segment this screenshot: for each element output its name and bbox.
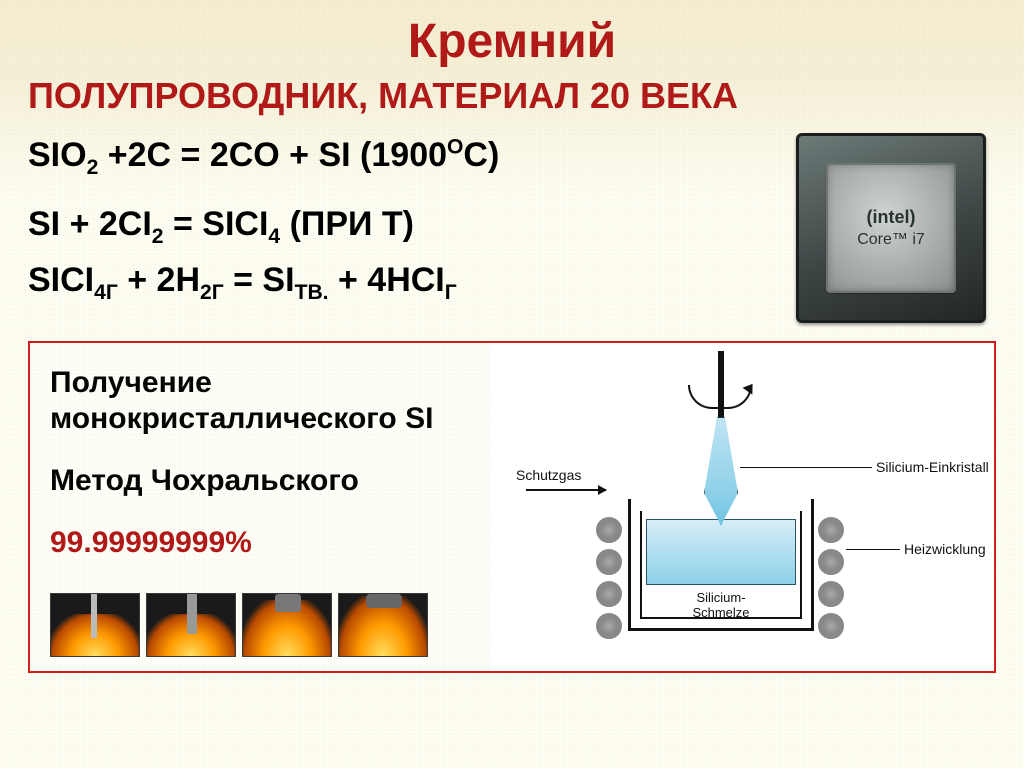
thumb-4 [338,593,428,657]
lower-line2: монокристаллического SI [50,401,474,437]
label-heizwicklung: Heizwicklung [904,541,986,557]
lower-text-block: Получение монокристаллического SI [50,365,474,437]
heating-coil [596,517,622,543]
cpu-brand: (intel) [867,206,916,229]
thumb-3 [242,593,332,657]
czochralski-diagram: Schutzgas Silicium- Schmelze [490,343,994,671]
heating-coil [818,549,844,575]
lower-left-column: Получение монокристаллического SI Метод … [30,343,490,671]
rotation-arc [688,385,752,409]
purity-text: 99.99999999% [50,525,474,561]
heating-coil [818,517,844,543]
slide-title: Кремний [28,14,996,69]
leader-line [846,549,900,550]
slide-root: Кремний ПОЛУПРОВОДНИК, МАТЕРИАЛ 20 ВЕКА … [0,0,1024,768]
cpu-chip-image: (intel) Core™ i7 [796,133,986,323]
label-einkristall: Silicium-Einkristall [876,459,989,475]
slide-subtitle: ПОЛУПРОВОДНИК, МАТЕРИАЛ 20 ВЕКА [28,75,996,117]
label-schutzgas: Schutzgas [516,467,581,483]
lower-method: Метод Чохральского [50,463,474,499]
heating-coil [596,581,622,607]
heating-coil [596,613,622,639]
equations-block: SIO2 +2C = 2CO + SI (1900OC) SI + 2CI2 =… [28,129,996,309]
thumb-1 [50,593,140,657]
cpu-model: Core™ i7 [857,230,925,250]
heating-coil [818,613,844,639]
process-thumbnails [50,593,474,657]
lower-line1: Получение [50,365,474,401]
gas-inlet-arrow-icon [526,489,606,491]
heating-coil [596,549,622,575]
cpu-chip-label-area: (intel) Core™ i7 [826,163,956,293]
label-schmelze: Silicium- Schmelze [646,591,796,621]
lower-box: Получение монокристаллического SI Метод … [28,341,996,673]
leader-line [740,467,872,468]
thumb-2 [146,593,236,657]
silicon-melt [646,519,796,585]
heating-coil [818,581,844,607]
